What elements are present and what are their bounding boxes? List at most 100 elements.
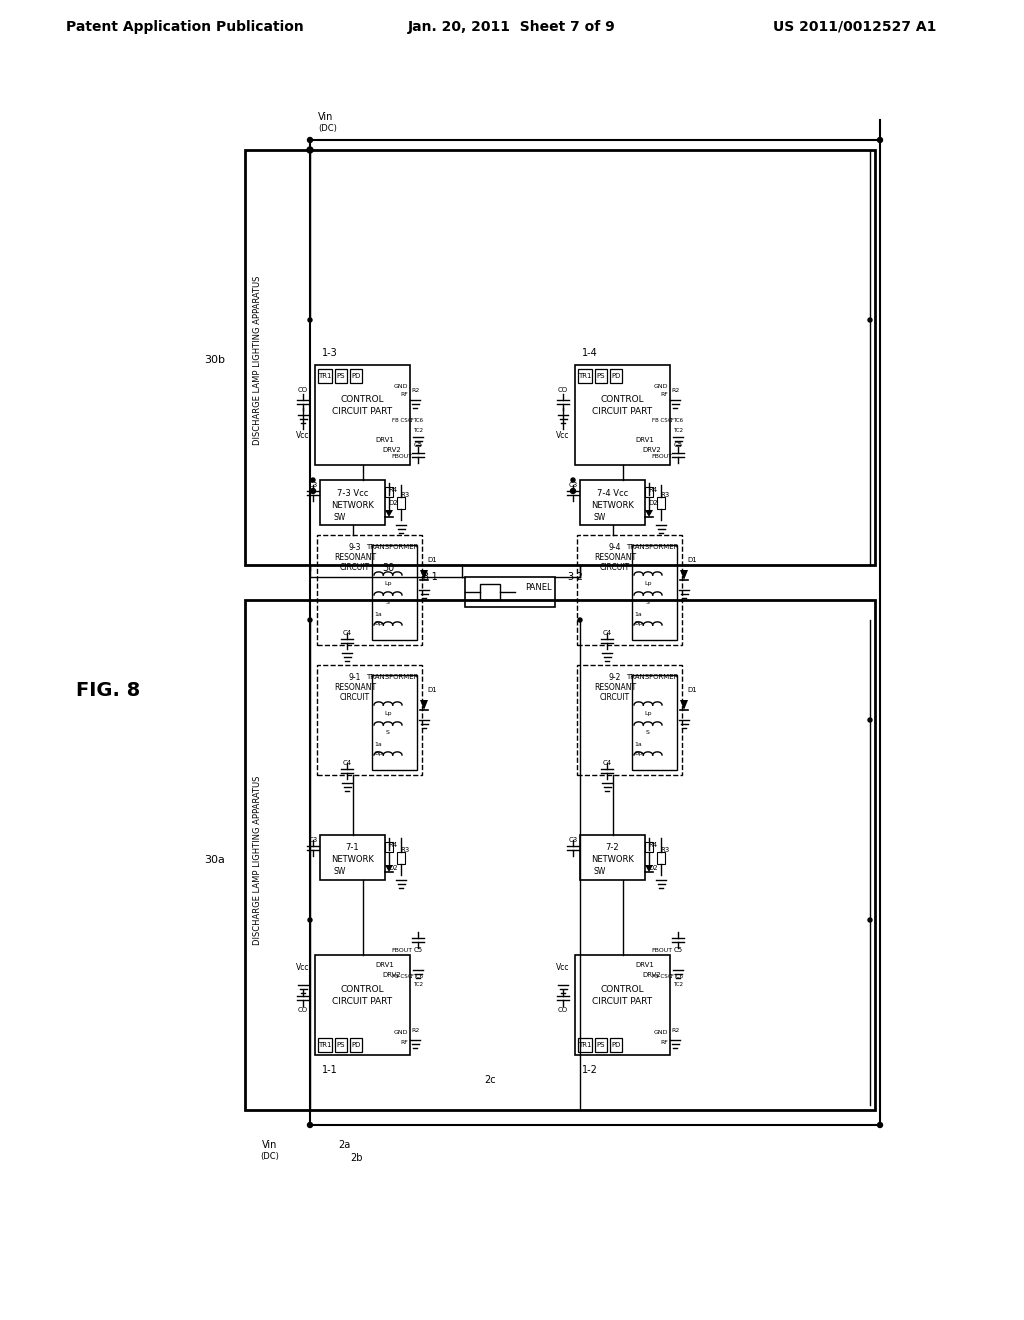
Circle shape bbox=[868, 718, 872, 722]
Text: S: S bbox=[386, 730, 390, 735]
Text: CIRCUIT PART: CIRCUIT PART bbox=[593, 998, 652, 1006]
Text: 2c: 2c bbox=[484, 1074, 496, 1085]
Text: RESONANT: RESONANT bbox=[334, 553, 376, 561]
Text: TRANSFORMER: TRANSFORMER bbox=[626, 544, 678, 550]
Text: NETWORK: NETWORK bbox=[591, 855, 634, 865]
Text: (DC): (DC) bbox=[260, 1151, 280, 1160]
Text: TRANSFORMER: TRANSFORMER bbox=[366, 675, 418, 680]
Text: R4: R4 bbox=[648, 487, 657, 492]
Text: TR1: TR1 bbox=[318, 374, 332, 379]
Bar bbox=[580, 836, 645, 880]
Bar bbox=[610, 370, 622, 383]
Text: C4: C4 bbox=[602, 630, 611, 636]
Text: TC6: TC6 bbox=[413, 418, 423, 424]
Text: CIRCUIT: CIRCUIT bbox=[600, 562, 630, 572]
Text: S: S bbox=[646, 601, 650, 606]
Text: RESONANT: RESONANT bbox=[594, 553, 636, 561]
Text: 1-3: 1-3 bbox=[323, 348, 338, 358]
Text: D1: D1 bbox=[427, 686, 437, 693]
Text: 2a: 2a bbox=[338, 1140, 350, 1150]
Polygon shape bbox=[385, 510, 393, 517]
Text: R4: R4 bbox=[388, 487, 397, 492]
Bar bbox=[578, 370, 592, 383]
Bar bbox=[317, 665, 422, 775]
Bar bbox=[319, 836, 385, 880]
Text: S: S bbox=[386, 601, 390, 606]
Text: SW: SW bbox=[594, 867, 606, 876]
Text: TC2: TC2 bbox=[673, 982, 683, 987]
Text: R4: R4 bbox=[388, 842, 397, 847]
Text: 9-3: 9-3 bbox=[349, 543, 361, 552]
Text: 1a: 1a bbox=[374, 612, 382, 618]
Text: FB CS: FB CS bbox=[652, 418, 668, 424]
Text: DRV2: DRV2 bbox=[383, 972, 401, 978]
Text: SW: SW bbox=[594, 512, 606, 521]
Text: CO: CO bbox=[558, 387, 568, 393]
Text: 7-2: 7-2 bbox=[605, 843, 620, 853]
Text: TR1: TR1 bbox=[318, 1041, 332, 1048]
Text: CF: CF bbox=[668, 974, 675, 979]
Text: RESONANT: RESONANT bbox=[334, 682, 376, 692]
Bar bbox=[577, 535, 682, 645]
Circle shape bbox=[878, 137, 883, 143]
Circle shape bbox=[307, 147, 313, 153]
Text: C5: C5 bbox=[414, 442, 423, 447]
Text: PS: PS bbox=[597, 1041, 605, 1048]
Text: C3: C3 bbox=[568, 482, 578, 488]
Bar bbox=[632, 545, 677, 640]
Circle shape bbox=[878, 1122, 883, 1127]
Text: NETWORK: NETWORK bbox=[331, 500, 374, 510]
Text: FB CS: FB CS bbox=[652, 974, 668, 979]
Text: 1a: 1a bbox=[374, 742, 382, 747]
Text: D1: D1 bbox=[687, 686, 696, 693]
Text: Jan. 20, 2011  Sheet 7 of 9: Jan. 20, 2011 Sheet 7 of 9 bbox=[409, 20, 615, 34]
Circle shape bbox=[308, 318, 312, 322]
Bar bbox=[317, 535, 422, 645]
Text: DRV2: DRV2 bbox=[383, 447, 401, 453]
Text: PS: PS bbox=[337, 1041, 345, 1048]
Text: FB CS: FB CS bbox=[392, 418, 408, 424]
Text: CO: CO bbox=[558, 1007, 568, 1012]
Text: 9-1: 9-1 bbox=[349, 672, 361, 681]
Text: R3: R3 bbox=[660, 847, 670, 853]
Text: C5: C5 bbox=[414, 946, 423, 953]
Polygon shape bbox=[645, 865, 653, 873]
Bar bbox=[578, 1038, 592, 1052]
Circle shape bbox=[308, 618, 312, 622]
Bar bbox=[318, 1038, 332, 1052]
Bar bbox=[575, 954, 670, 1055]
Text: 9-4: 9-4 bbox=[608, 543, 622, 552]
Bar bbox=[318, 370, 332, 383]
Bar bbox=[319, 480, 385, 525]
Text: DRV1: DRV1 bbox=[376, 437, 394, 444]
Polygon shape bbox=[645, 510, 653, 517]
Bar bbox=[657, 498, 665, 510]
Text: 30a: 30a bbox=[204, 855, 225, 865]
Text: SW: SW bbox=[334, 867, 346, 876]
Text: FIG. 8: FIG. 8 bbox=[76, 681, 140, 700]
Text: CONTROL: CONTROL bbox=[601, 396, 644, 404]
Text: 7-4 Vcc: 7-4 Vcc bbox=[597, 488, 628, 498]
Text: PD: PD bbox=[351, 1041, 360, 1048]
Text: R2: R2 bbox=[671, 388, 679, 392]
Text: CF: CF bbox=[668, 418, 675, 424]
Polygon shape bbox=[680, 570, 688, 579]
Text: 30b: 30b bbox=[204, 355, 225, 366]
Text: GND: GND bbox=[653, 1031, 668, 1035]
Circle shape bbox=[307, 137, 312, 143]
Text: C3: C3 bbox=[568, 837, 578, 843]
Text: 1a: 1a bbox=[634, 742, 642, 747]
Bar bbox=[372, 675, 417, 770]
Polygon shape bbox=[420, 570, 428, 579]
Text: R2: R2 bbox=[411, 1027, 419, 1032]
Text: Lp: Lp bbox=[644, 710, 651, 715]
Text: Vin: Vin bbox=[262, 1140, 278, 1150]
Circle shape bbox=[868, 318, 872, 322]
Bar bbox=[372, 545, 417, 640]
Text: 1a: 1a bbox=[634, 612, 642, 618]
Text: DRV1: DRV1 bbox=[376, 962, 394, 968]
Text: RF: RF bbox=[660, 1040, 668, 1045]
Text: FB CS: FB CS bbox=[392, 974, 408, 979]
Text: C4: C4 bbox=[602, 760, 611, 766]
Text: C5: C5 bbox=[674, 946, 683, 953]
